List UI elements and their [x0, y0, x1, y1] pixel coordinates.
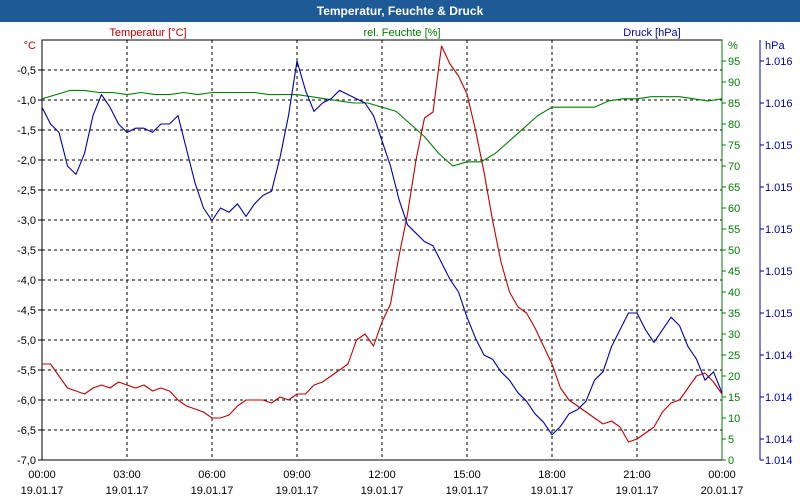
pressure-tick-label: 1.015 [765, 182, 793, 194]
pressure-tick-label: 1.014 [765, 350, 793, 362]
x-tick-time-label: 00:00 [28, 469, 56, 481]
humidity-tick-label: 25 [728, 350, 740, 362]
humidity-axis-title: rel. Feuchte [%] [363, 27, 440, 39]
temperature-tick-label: -2,5 [17, 185, 36, 197]
temperature-tick-label: -2,0 [17, 155, 36, 167]
humidity-tick-label: 70 [728, 161, 740, 173]
temperature-tick-label: -4,5 [17, 305, 36, 317]
humidity-tick-label: 10 [728, 413, 740, 425]
humidity-tick-label: 65 [728, 182, 740, 194]
pressure-tick-label: 1.014 [765, 392, 793, 404]
x-tick-date-label: 19.01.17 [531, 485, 574, 497]
pressure-tick-label: 1.015 [765, 224, 793, 236]
pressure-tick-label: 1.014 [765, 455, 793, 467]
temperature-tick-label: -1,0 [17, 95, 36, 107]
temperature-tick-label: -3,0 [17, 215, 36, 227]
x-tick-time-label: 09:00 [283, 469, 311, 481]
pressure-tick-label: 1.016 [765, 56, 793, 68]
x-tick-date-label: 19.01.17 [106, 485, 149, 497]
x-tick-time-label: 12:00 [368, 469, 396, 481]
x-tick-time-label: 15:00 [453, 469, 481, 481]
temperature-tick-label: -5,5 [17, 365, 36, 377]
grid [42, 40, 722, 460]
temperature-axis-title: Temperatur [°C] [109, 27, 186, 39]
humidity-tick-label: 35 [728, 308, 740, 320]
temperature-tick-label: -1,5 [17, 125, 36, 137]
x-tick-date-label: 19.01.17 [276, 485, 319, 497]
temperature-tick-label: -0,5 [17, 65, 36, 77]
series [41, 45, 723, 443]
x-tick-date-label: 20.01.17 [701, 485, 744, 497]
temperature-tick-label: -5,0 [17, 335, 36, 347]
x-tick-date-label: 19.01.17 [361, 485, 404, 497]
humidity-series-line [41, 89, 723, 167]
humidity-tick-label: 60 [728, 203, 740, 215]
pressure-axis-title: Druck [hPa] [623, 27, 680, 39]
x-tick-time-label: 03:00 [113, 469, 141, 481]
axes [38, 39, 764, 461]
humidity-tick-label: 15 [728, 392, 740, 404]
humidity-tick-label: 80 [728, 119, 740, 131]
pressure-unit-label: hPa [765, 40, 785, 52]
labels: 00:00 19.01.17 03:00 19.01.17 06:00 19.01.17 0… [17, 27, 793, 497]
x-tick-time-label: 21:00 [623, 469, 651, 481]
pressure-series-line [41, 60, 723, 436]
x-tick-time-label: 18:00 [538, 469, 566, 481]
humidity-tick-label: 85 [728, 98, 740, 110]
humidity-tick-label: 30 [728, 329, 740, 341]
x-tick-date-label: 19.01.17 [191, 485, 234, 497]
x-tick-date-label: 19.01.17 [446, 485, 489, 497]
x-tick-date-label: 19.01.17 [21, 485, 64, 497]
humidity-tick-label: 40 [728, 287, 740, 299]
pressure-tick-label: 1.015 [765, 266, 793, 278]
temperature-tick-label: -6,0 [17, 395, 36, 407]
x-tick-time-label: 00:00 [708, 469, 736, 481]
temperature-tick-label: -6,5 [17, 425, 36, 437]
humidity-tick-label: 90 [728, 77, 740, 89]
humidity-tick-label: 20 [728, 371, 740, 383]
temperature-tick-label: -7,0 [17, 455, 36, 467]
humidity-tick-label: 45 [728, 266, 740, 278]
humidity-tick-label: 55 [728, 224, 740, 236]
temperature-series-line [42, 45, 723, 443]
humidity-tick-label: 95 [728, 56, 740, 68]
humidity-tick-label: 75 [728, 140, 740, 152]
pressure-tick-label: 1.016 [765, 98, 793, 110]
pressure-tick-label: 1.015 [765, 308, 793, 320]
pressure-tick-label: 1.015 [765, 140, 793, 152]
chart-title: Temperatur, Feuchte & Druck [0, 0, 800, 22]
pressure-tick-label: 1.014 [765, 434, 793, 446]
x-tick-time-label: 06:00 [198, 469, 226, 481]
humidity-unit-label: % [728, 40, 738, 52]
humidity-tick-label: 50 [728, 245, 740, 257]
temperature-tick-label: -4,0 [17, 275, 36, 287]
humidity-tick-label: 0 [728, 455, 734, 467]
temperature-tick-label: -3,5 [17, 245, 36, 257]
temperature-unit-label: °C [24, 40, 36, 52]
x-tick-date-label: 19.01.17 [616, 485, 659, 497]
humidity-tick-label: 5 [728, 434, 734, 446]
